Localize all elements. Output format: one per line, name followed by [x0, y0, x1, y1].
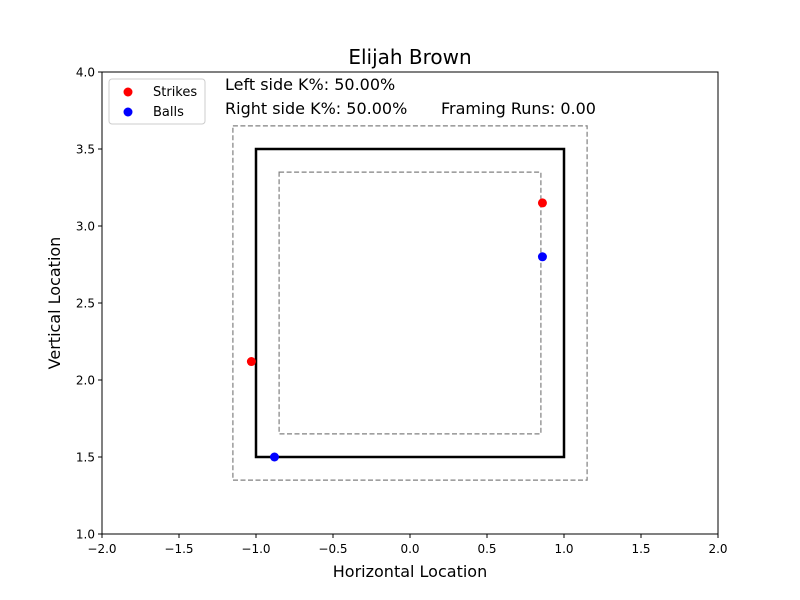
point-balls — [537, 252, 547, 262]
outer-zone — [232, 125, 588, 481]
x-tick-label: 1.0 — [554, 542, 573, 556]
x-axis-label: Horizontal Location — [333, 562, 487, 581]
chart-title: Elijah Brown — [348, 45, 471, 69]
x-tick-label: 2.0 — [708, 542, 727, 556]
x-tick-label: 0.5 — [477, 542, 496, 556]
y-tick-label: 2.5 — [76, 297, 95, 311]
x-tick-label: −1.0 — [241, 542, 270, 556]
legend-marker-strikes — [123, 87, 133, 97]
point-strikes — [537, 198, 547, 208]
inner-zone — [278, 171, 542, 435]
legend: Strikes Balls — [108, 78, 206, 125]
x-tick-label: −0.5 — [318, 542, 347, 556]
legend-box — [108, 78, 206, 125]
y-tick-label: 3.0 — [76, 220, 95, 234]
left-side-k-annotation: Left side K%: 50.00% — [225, 75, 395, 94]
zone-layer — [232, 125, 588, 481]
right-side-k-annotation: Right side K%: 50.00% — [225, 99, 407, 118]
y-tick-label: 3.5 — [76, 143, 95, 157]
point-strikes — [246, 357, 256, 367]
y-tick-label: 4.0 — [76, 66, 95, 80]
point-balls — [269, 452, 279, 462]
strike-zone — [254, 147, 566, 459]
framing-runs-annotation: Framing Runs: 0.00 — [441, 99, 596, 118]
legend-marker-balls — [123, 107, 133, 117]
y-axis: 1.0 1.5 2.0 2.5 3.0 3.5 4.0 — [76, 66, 102, 542]
legend-label-balls: Balls — [153, 105, 184, 120]
x-tick-label: 1.5 — [631, 542, 650, 556]
y-tick-label: 2.0 — [76, 374, 95, 388]
x-tick-label: −2.0 — [87, 542, 116, 556]
points-layer — [246, 198, 547, 462]
y-tick-label: 1.5 — [76, 451, 95, 465]
y-tick-label: 1.0 — [76, 528, 95, 542]
x-axis: −2.0 −1.5 −1.0 −0.5 0.0 0.5 1.0 1.5 2.0 — [87, 534, 728, 556]
legend-label-strikes: Strikes — [153, 85, 197, 100]
y-axis-label: Vertical Location — [45, 237, 64, 370]
x-tick-label: 0.0 — [400, 542, 419, 556]
x-tick-label: −1.5 — [164, 542, 193, 556]
